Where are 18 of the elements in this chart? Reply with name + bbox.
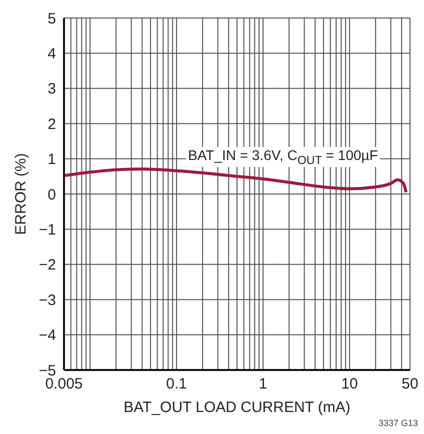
annotation: BAT_IN = 3.6V, C$_{OUT}$ = 100µF	[186, 147, 380, 167]
x-axis-title: BAT_OUT LOAD CURRENT (mA)	[124, 399, 350, 416]
x-tick-label: 1	[258, 376, 268, 393]
x-tick-label: 10	[341, 376, 358, 393]
y-tick-label: 2	[48, 116, 56, 133]
text: 3337 G13	[378, 418, 418, 428]
y-tick-label: 1	[48, 151, 56, 168]
y-tick-label: −1	[38, 222, 56, 239]
y-axis-title: ERROR (%)	[12, 153, 30, 235]
y-tick-label: −2	[38, 256, 56, 274]
y-tick-label: 4	[48, 46, 56, 63]
x-tick-label: 50	[402, 376, 418, 393]
x-tick-label: 0.1	[166, 376, 187, 393]
y-tick-label: 5	[48, 10, 56, 28]
y-tick-label: −4	[38, 327, 56, 344]
y-tick-label: −3	[38, 292, 56, 309]
y-tick-label: 3	[48, 80, 56, 98]
y-tick-label: 0	[48, 186, 56, 204]
